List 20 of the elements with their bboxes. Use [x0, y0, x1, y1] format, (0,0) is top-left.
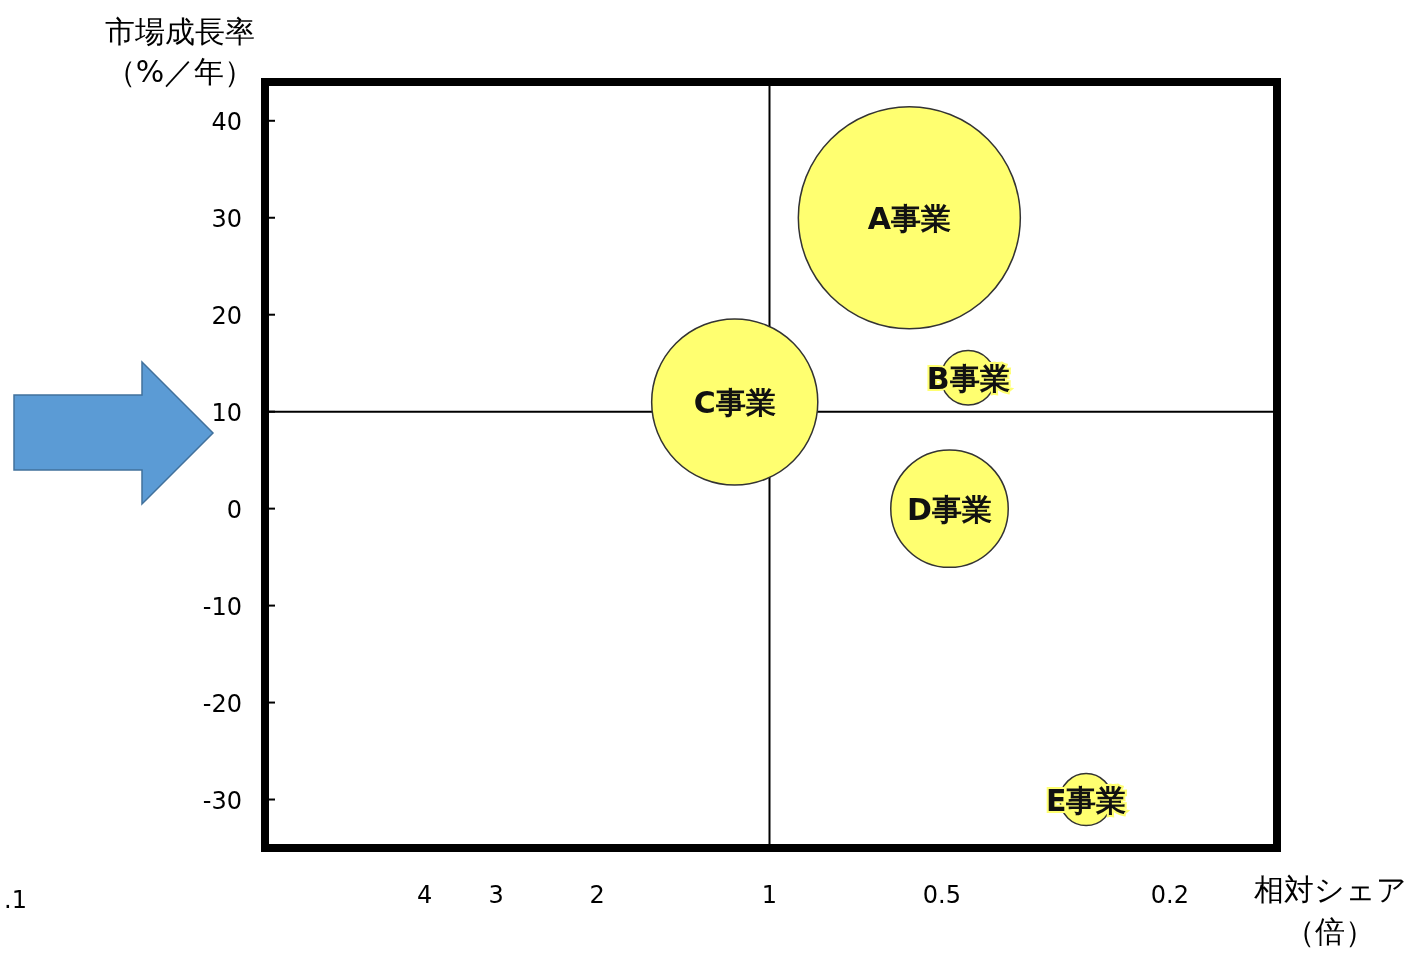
y-tick-label: 0: [226, 495, 242, 524]
y-tick-label: 10: [211, 398, 242, 427]
x-tick-label: 3: [488, 881, 504, 909]
y-tick-label: 30: [211, 204, 242, 233]
series-label: C事業: [693, 384, 776, 420]
y-tick-label: -30: [202, 786, 242, 815]
x-axis-title: 相対シェア（倍）: [1253, 872, 1407, 949]
x-tick-label: 4: [417, 881, 433, 909]
series-label: A事業: [867, 200, 951, 236]
x-tick-label: 2: [589, 881, 605, 909]
y-tick-label: -10: [202, 592, 242, 621]
y-axis-title: 市場成長率（%／年）: [105, 14, 255, 89]
y-tick-label: 40: [211, 107, 242, 136]
y-tick-label: -20: [202, 689, 242, 718]
text: .1: [4, 886, 27, 914]
y-tick-label: 20: [211, 301, 242, 330]
x-tick-label: 1: [761, 881, 778, 909]
x-tick-label: 0.5: [922, 881, 961, 909]
x-tick-label: 0.2: [1150, 881, 1189, 909]
series-label: D事業: [907, 491, 992, 527]
